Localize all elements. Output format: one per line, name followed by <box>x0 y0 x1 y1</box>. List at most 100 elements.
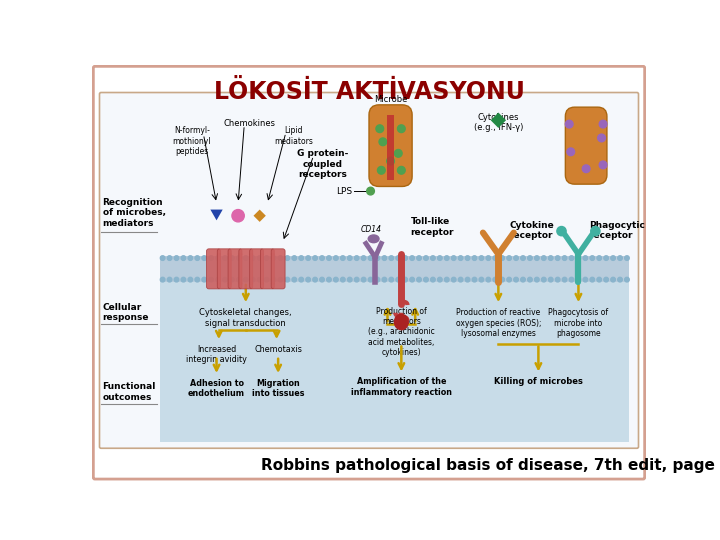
Text: Increased
integrin avidity: Increased integrin avidity <box>186 345 247 364</box>
Circle shape <box>597 278 601 282</box>
Circle shape <box>232 210 244 222</box>
Circle shape <box>202 278 207 282</box>
Circle shape <box>209 278 213 282</box>
Circle shape <box>387 157 395 165</box>
Circle shape <box>271 278 276 282</box>
Circle shape <box>292 256 297 260</box>
Polygon shape <box>210 210 222 220</box>
Circle shape <box>459 256 463 260</box>
FancyBboxPatch shape <box>228 249 242 289</box>
Circle shape <box>618 278 622 282</box>
Circle shape <box>222 278 228 282</box>
Circle shape <box>555 278 560 282</box>
Circle shape <box>459 278 463 282</box>
Circle shape <box>438 256 442 260</box>
Circle shape <box>174 256 179 260</box>
Text: Cytoskeletal changes,
signal transduction: Cytoskeletal changes, signal transductio… <box>199 308 292 328</box>
FancyBboxPatch shape <box>207 249 220 289</box>
Circle shape <box>549 256 553 260</box>
Circle shape <box>403 278 408 282</box>
Circle shape <box>562 256 567 260</box>
Circle shape <box>472 256 477 260</box>
FancyBboxPatch shape <box>160 256 629 282</box>
Circle shape <box>333 256 338 260</box>
Circle shape <box>278 256 283 260</box>
Circle shape <box>417 278 421 282</box>
Circle shape <box>271 256 276 260</box>
Circle shape <box>451 256 456 260</box>
Circle shape <box>167 278 172 282</box>
Circle shape <box>354 256 359 260</box>
Circle shape <box>348 256 352 260</box>
Circle shape <box>333 278 338 282</box>
Text: Toll-like
receptor: Toll-like receptor <box>410 217 454 237</box>
FancyBboxPatch shape <box>271 249 285 289</box>
Circle shape <box>188 278 193 282</box>
Circle shape <box>438 278 442 282</box>
Circle shape <box>590 226 600 236</box>
Circle shape <box>410 278 415 282</box>
Circle shape <box>292 278 297 282</box>
Circle shape <box>376 125 384 132</box>
Circle shape <box>514 278 518 282</box>
Circle shape <box>368 278 373 282</box>
Circle shape <box>625 278 629 282</box>
Circle shape <box>389 256 394 260</box>
Text: Migration
into tissues: Migration into tissues <box>252 379 305 399</box>
Circle shape <box>251 278 255 282</box>
Circle shape <box>341 278 345 282</box>
Circle shape <box>500 278 505 282</box>
Circle shape <box>583 278 588 282</box>
Circle shape <box>486 278 490 282</box>
Circle shape <box>479 256 484 260</box>
Ellipse shape <box>395 314 408 330</box>
Circle shape <box>243 256 248 260</box>
Circle shape <box>395 150 402 157</box>
Circle shape <box>541 256 546 260</box>
Circle shape <box>611 278 616 282</box>
Text: Production of reactive
oxygen species (ROS);
lysosomal enzymes: Production of reactive oxygen species (R… <box>456 308 541 338</box>
Circle shape <box>361 278 366 282</box>
Text: Cytokine
receptor: Cytokine receptor <box>509 221 554 240</box>
Circle shape <box>312 256 318 260</box>
Circle shape <box>541 278 546 282</box>
Circle shape <box>327 278 331 282</box>
FancyBboxPatch shape <box>160 282 629 442</box>
Circle shape <box>396 278 400 282</box>
FancyBboxPatch shape <box>250 249 264 289</box>
Circle shape <box>389 278 394 282</box>
Circle shape <box>396 256 400 260</box>
Circle shape <box>195 256 199 260</box>
Text: Functional
outcomes: Functional outcomes <box>102 382 156 402</box>
Text: CD14: CD14 <box>361 225 382 234</box>
Circle shape <box>423 278 428 282</box>
Circle shape <box>570 256 574 260</box>
Circle shape <box>257 278 262 282</box>
Circle shape <box>479 278 484 282</box>
Circle shape <box>327 256 331 260</box>
Text: Phagocytic
receptor: Phagocytic receptor <box>589 221 645 240</box>
Circle shape <box>598 134 606 142</box>
Circle shape <box>375 256 379 260</box>
Text: Robbins pathological basis of disease, 7th edit, page 58: Robbins pathological basis of disease, 7… <box>261 458 720 472</box>
Text: Cellular
response: Cellular response <box>102 303 149 322</box>
Circle shape <box>375 278 379 282</box>
Circle shape <box>410 256 415 260</box>
Circle shape <box>451 278 456 282</box>
Text: G protein-
coupled
receptors: G protein- coupled receptors <box>297 150 348 179</box>
Circle shape <box>354 278 359 282</box>
Circle shape <box>195 278 199 282</box>
Circle shape <box>230 256 234 260</box>
Circle shape <box>465 278 470 282</box>
Text: Killing of microbes: Killing of microbes <box>494 377 582 387</box>
Text: Cytokines
(e.g., IFN-γ): Cytokines (e.g., IFN-γ) <box>474 112 523 132</box>
Circle shape <box>264 256 269 260</box>
Circle shape <box>161 256 165 260</box>
Circle shape <box>312 278 318 282</box>
Circle shape <box>625 256 629 260</box>
Polygon shape <box>253 210 266 222</box>
Circle shape <box>216 256 220 260</box>
Circle shape <box>348 278 352 282</box>
Circle shape <box>188 256 193 260</box>
Circle shape <box>174 278 179 282</box>
